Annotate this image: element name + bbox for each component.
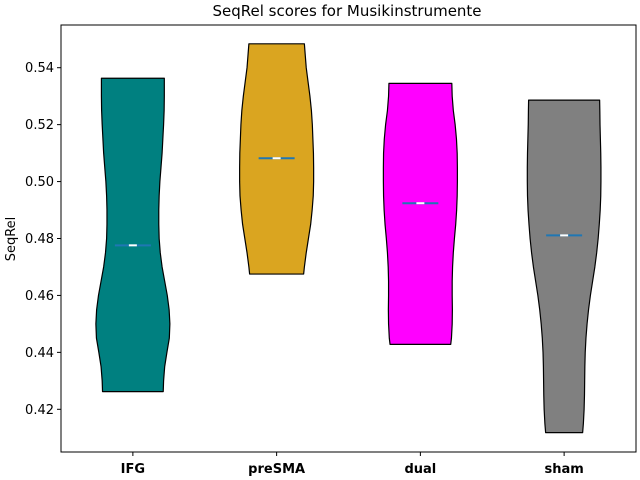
violins [95, 43, 602, 434]
violin-IFG [95, 77, 171, 393]
y-tick-label: 0.48 [25, 232, 54, 247]
y-axis-ticks: 0.42 0.44 0.46 0.48 0.50 0.52 0.54 [25, 61, 61, 418]
x-tick-label-preSMA: preSMA [248, 462, 305, 477]
y-tick-label: 0.42 [25, 403, 54, 418]
y-tick-label: 0.46 [25, 289, 54, 304]
violin-dual [382, 82, 458, 345]
x-tick-label-IFG: IFG [121, 462, 145, 477]
y-axis-label: SeqRel [4, 217, 19, 262]
violin-sham [526, 99, 602, 434]
y-tick-label: 0.44 [25, 346, 54, 361]
chart-title: SeqRel scores for Musikinstrumente [212, 2, 481, 20]
y-tick-label: 0.54 [25, 61, 54, 76]
x-tick-label-sham: sham [544, 462, 583, 477]
x-axis-ticks: IFG preSMA dual sham [121, 452, 584, 477]
y-tick-label: 0.50 [25, 175, 54, 190]
y-tick-label: 0.52 [25, 118, 54, 133]
x-tick-label-dual: dual [404, 462, 436, 477]
